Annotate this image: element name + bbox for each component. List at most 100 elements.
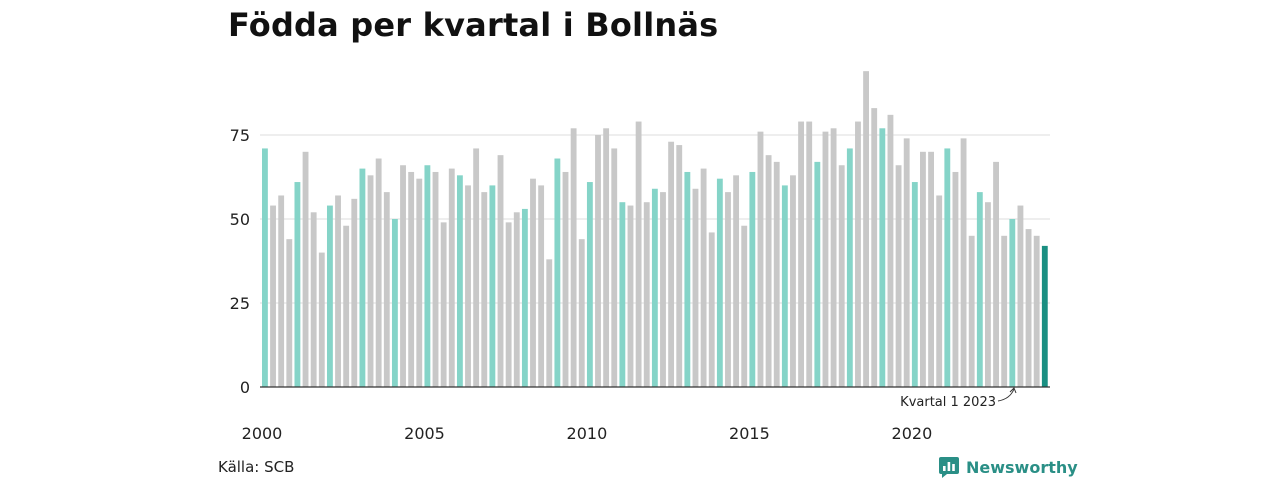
bar <box>725 192 731 387</box>
newsworthy-brand[interactable]: Newsworthy <box>938 456 1078 478</box>
bar <box>326 205 333 387</box>
x-tick-label: 2010 <box>567 424 608 443</box>
bar <box>749 171 756 387</box>
bar <box>286 239 293 387</box>
bar <box>310 212 317 387</box>
bar <box>838 165 845 387</box>
bar <box>871 108 878 388</box>
bar <box>757 131 764 387</box>
bar <box>538 185 545 387</box>
bar <box>968 235 975 387</box>
bar <box>465 185 471 387</box>
bar <box>1001 235 1008 387</box>
bar <box>562 171 569 387</box>
bar <box>432 171 439 387</box>
chart-title: Födda per kvartal i Bollnäs <box>228 6 719 44</box>
bar <box>936 195 943 387</box>
bar <box>1009 219 1016 387</box>
bar <box>489 185 496 387</box>
y-tick-label: 25 <box>230 294 250 313</box>
bar <box>1025 229 1032 387</box>
bar <box>1041 245 1048 387</box>
bar <box>684 171 691 387</box>
bar <box>692 188 699 387</box>
bar <box>278 195 285 387</box>
bar <box>1017 205 1024 387</box>
bar <box>611 148 618 387</box>
bar <box>651 188 658 387</box>
bar <box>911 182 918 387</box>
brand-name: Newsworthy <box>966 457 1078 477</box>
bar <box>619 202 626 387</box>
bar <box>944 148 951 387</box>
bar <box>521 208 528 387</box>
bar <box>416 178 423 387</box>
bar <box>879 128 886 387</box>
bar <box>335 195 341 387</box>
annotation-label: Kvartal 1 2023 <box>900 395 996 410</box>
bar <box>481 192 488 387</box>
x-tick-label: 2015 <box>729 424 770 443</box>
bar <box>400 165 406 387</box>
bar <box>302 151 309 387</box>
bar <box>920 151 926 387</box>
bar <box>294 182 301 387</box>
bar <box>700 168 707 387</box>
bar <box>440 222 447 387</box>
y-tick-label: 75 <box>230 126 250 145</box>
bar <box>408 171 415 387</box>
annotation-arrow <box>997 388 1015 402</box>
newsworthy-logo-icon <box>939 457 959 478</box>
bar <box>578 239 585 387</box>
bar <box>814 161 821 387</box>
bar <box>595 135 601 387</box>
bar <box>586 182 593 387</box>
bar <box>830 128 837 387</box>
bar <box>318 252 325 387</box>
y-tick-label: 0 <box>240 378 250 397</box>
bar <box>391 219 398 387</box>
bar <box>822 131 829 387</box>
bar <box>668 141 675 387</box>
bar <box>546 259 553 387</box>
bar <box>351 198 358 387</box>
bar <box>985 202 991 387</box>
bar <box>960 138 967 387</box>
bar <box>676 145 683 387</box>
source-label: Källa: SCB <box>218 458 295 476</box>
bar <box>530 178 536 387</box>
x-tick-label: 2005 <box>404 424 445 443</box>
bar <box>798 121 805 387</box>
bar <box>846 148 853 387</box>
bar <box>554 158 561 387</box>
bar <box>708 232 715 387</box>
bar <box>790 175 796 387</box>
bar <box>806 121 813 387</box>
bar <box>660 192 666 387</box>
x-tick-label: 2000 <box>242 424 283 443</box>
bar <box>855 121 861 387</box>
bar <box>570 128 577 387</box>
bar <box>733 175 740 387</box>
bar <box>895 165 902 387</box>
bar <box>497 155 504 387</box>
bar <box>741 225 748 387</box>
bar <box>270 205 276 387</box>
bar <box>262 148 268 387</box>
bar <box>976 192 983 387</box>
bar <box>773 161 780 387</box>
bar <box>375 158 382 387</box>
bar <box>513 212 520 387</box>
bar <box>863 71 869 387</box>
bar <box>928 151 934 387</box>
bar <box>903 138 910 387</box>
bar <box>456 175 463 387</box>
bar <box>1033 235 1040 387</box>
bar <box>993 161 999 387</box>
bar <box>765 155 772 387</box>
bar <box>424 165 431 387</box>
y-tick-label: 50 <box>230 210 250 229</box>
bar <box>952 171 959 387</box>
